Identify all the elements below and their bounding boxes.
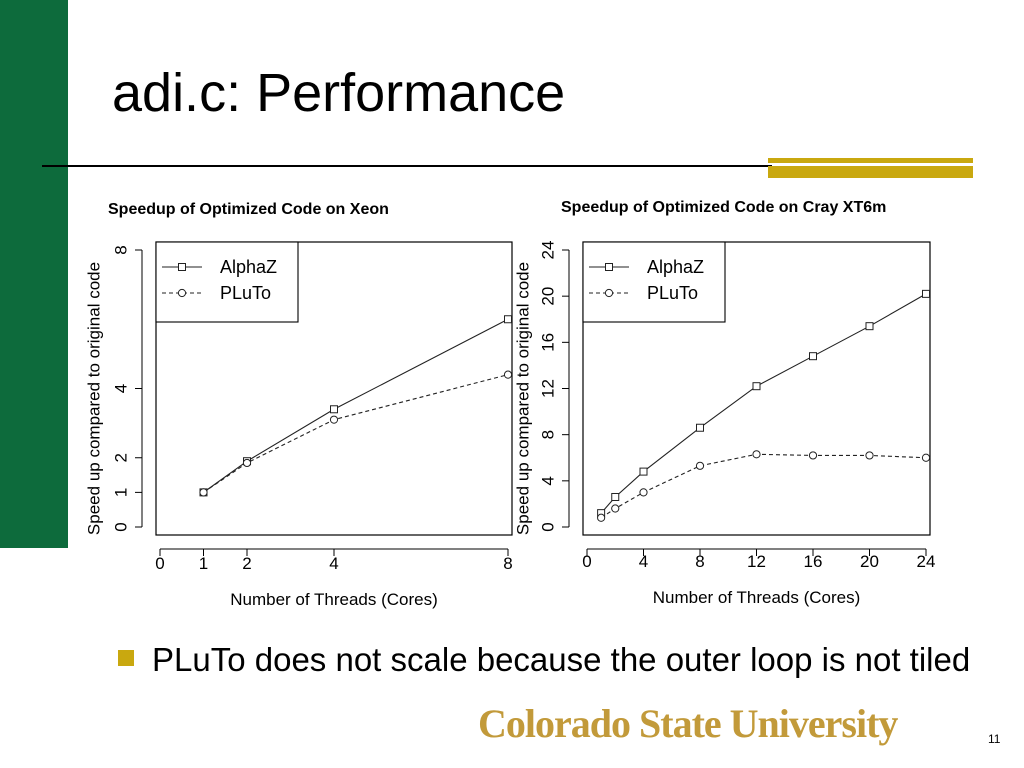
pluto-data-point xyxy=(242,458,252,468)
green-sidebar-bar xyxy=(0,0,68,548)
pluto-series-line xyxy=(600,453,927,519)
alphaz-data-point xyxy=(504,315,512,324)
x-tick-label: 0 xyxy=(582,552,591,571)
legend-marker-pluto xyxy=(177,288,187,298)
x-axis-label: Number of Threads (Cores) xyxy=(653,588,861,607)
pluto-data-point xyxy=(808,451,818,460)
y-tick-label: 0 xyxy=(111,522,130,531)
x-tick-label: 24 xyxy=(917,552,936,571)
pluto-data-point xyxy=(695,461,705,470)
y-tick-label: 4 xyxy=(538,476,557,485)
legend-label-alphaz: AlphaZ xyxy=(220,257,277,277)
legend-marker-pluto xyxy=(604,288,614,298)
gold-accent-line xyxy=(768,158,973,163)
alphaz-data-point xyxy=(639,467,648,476)
x-tick-label: 0 xyxy=(155,554,164,573)
y-tick-label: 12 xyxy=(538,379,557,398)
legend-marker-alphaz xyxy=(605,263,613,271)
x-axis-label: Number of Threads (Cores) xyxy=(230,590,438,609)
chart-title: Speedup of Optimized Code on Xeon xyxy=(108,201,389,218)
y-tick-label: 8 xyxy=(111,245,130,254)
alphaz-data-point xyxy=(611,492,620,501)
pluto-data-point xyxy=(639,488,648,497)
pluto-data-point xyxy=(921,453,931,462)
x-tick-label: 16 xyxy=(804,552,823,571)
y-tick-label: 16 xyxy=(538,333,557,352)
pluto-data-point xyxy=(752,450,761,459)
x-tick-label: 1 xyxy=(199,554,208,573)
x-tick-label: 4 xyxy=(639,552,648,571)
alphaz-series-line xyxy=(203,318,509,493)
y-axis-label: Speed up compared to original code xyxy=(84,262,103,535)
x-tick-label: 12 xyxy=(747,552,766,571)
bullet-text: PLuTo does not scale because the outer l… xyxy=(152,641,971,678)
slide-title: adi.c: Performance xyxy=(112,63,566,123)
x-tick-label: 4 xyxy=(329,554,338,573)
x-tick-label: 2 xyxy=(242,554,251,573)
legend-marker-alphaz xyxy=(178,263,186,271)
xeon-speedup-chart: Speedup of Optimized Code on Xeon 0 1 2 4 8 0 1… xyxy=(78,192,518,622)
x-tick-label: 8 xyxy=(695,552,704,571)
x-tick-label: 8 xyxy=(503,554,512,573)
alphaz-data-point xyxy=(809,352,817,361)
pluto-data-point xyxy=(199,488,208,497)
y-tick-label: 4 xyxy=(111,384,130,393)
y-tick-label: 24 xyxy=(538,241,557,260)
page-number: 11 xyxy=(988,732,1001,746)
x-tick-label: 20 xyxy=(860,552,879,571)
pluto-data-point xyxy=(865,451,874,460)
chart-title: Speedup of Optimized Code on Cray XT6m xyxy=(561,199,886,216)
alphaz-series-line xyxy=(600,293,927,514)
university-logo: Colorado State University xyxy=(478,701,898,746)
y-tick-label: 1 xyxy=(111,488,130,497)
cray-speedup-chart: Speedup of Optimized Code on Cray XT6m 0 4… xyxy=(508,192,948,622)
alphaz-data-point xyxy=(922,289,930,298)
legend-label-pluto: PLuTo xyxy=(220,283,271,303)
y-tick-label: 0 xyxy=(538,522,557,531)
pluto-series-line xyxy=(203,374,509,493)
xeon-chart-svg: Speedup of Optimized Code on Xeon 0 1 2 4 8 0 1… xyxy=(84,201,513,609)
legend-label-pluto: PLuTo xyxy=(647,283,698,303)
alphaz-data-point xyxy=(865,322,874,331)
alphaz-data-point xyxy=(330,405,338,414)
legend-label-alphaz: AlphaZ xyxy=(647,257,704,277)
title-divider xyxy=(42,165,772,167)
pluto-data-point xyxy=(611,504,620,513)
cray-chart-svg: Speedup of Optimized Code on Cray XT6m 0 4… xyxy=(513,199,936,607)
bullet-marker xyxy=(118,650,134,666)
plot-frame xyxy=(155,241,513,536)
y-axis-label: Speed up compared to original code xyxy=(513,262,532,535)
gold-accent-bar xyxy=(768,166,973,178)
alphaz-data-point xyxy=(752,382,761,391)
plot-frame xyxy=(582,241,931,536)
y-tick-label: 2 xyxy=(111,453,130,462)
alphaz-data-point xyxy=(696,423,704,432)
y-tick-label: 8 xyxy=(538,430,557,439)
y-tick-label: 20 xyxy=(538,287,557,306)
legend-box xyxy=(582,241,726,323)
legend-box xyxy=(155,241,299,323)
pluto-data-point xyxy=(329,415,339,424)
pluto-data-point xyxy=(597,513,606,522)
pluto-data-point xyxy=(503,370,513,379)
